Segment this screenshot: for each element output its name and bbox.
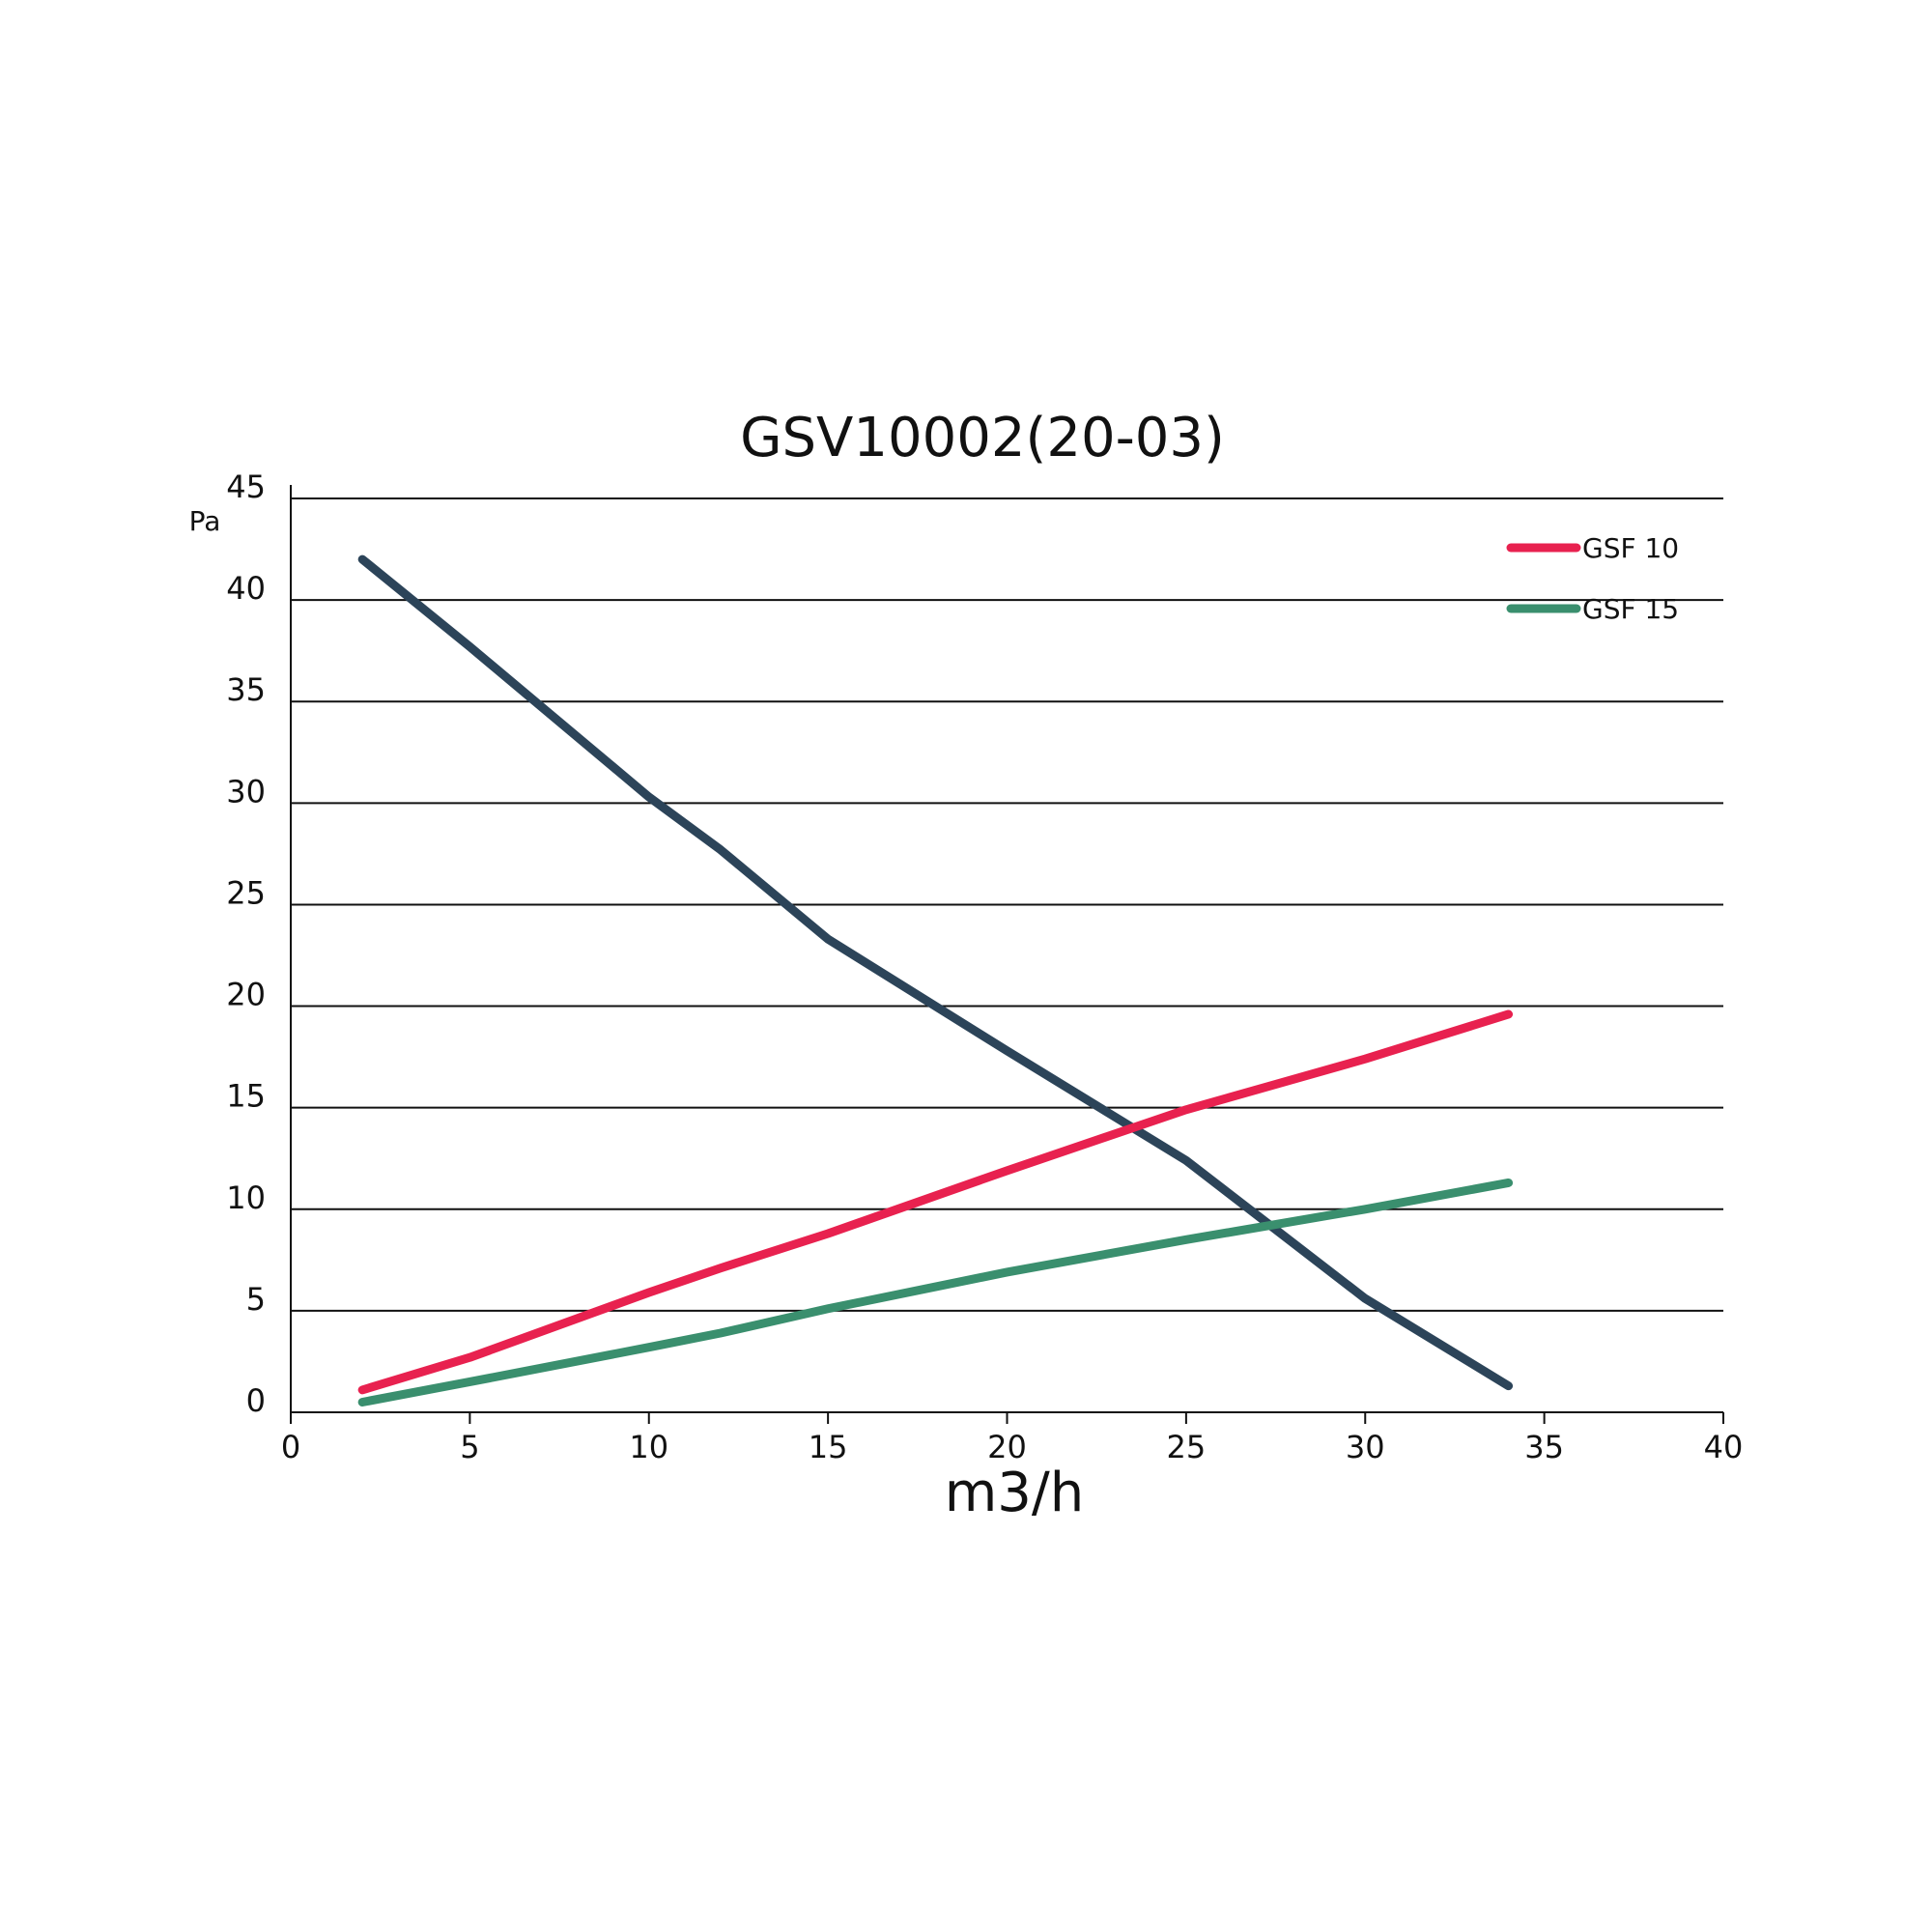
x-tick-label: 35 bbox=[1524, 1429, 1564, 1465]
y-tick-label: 0 bbox=[246, 1382, 266, 1419]
x-tick-label: 20 bbox=[987, 1429, 1027, 1465]
y-tick-label: 30 bbox=[226, 773, 266, 810]
y-tick-label: 40 bbox=[226, 570, 266, 607]
chart-title: GSV10002(20-03) bbox=[740, 407, 1225, 469]
x-tick-label: 10 bbox=[629, 1429, 668, 1465]
series-line bbox=[357, 1178, 1514, 1406]
x-tick-label: 30 bbox=[1346, 1429, 1385, 1465]
y-tick-label: 35 bbox=[226, 671, 266, 708]
y-tick-label: 5 bbox=[246, 1281, 266, 1318]
x-tick-label: 25 bbox=[1167, 1429, 1207, 1465]
x-axis-label: m3/h bbox=[945, 1462, 1085, 1524]
y-tick-label: 20 bbox=[226, 977, 266, 1013]
legend-label: GSF 15 bbox=[1582, 593, 1679, 625]
y-tick-label: 25 bbox=[226, 874, 266, 911]
legend-label: GSF 10 bbox=[1582, 532, 1679, 564]
y-tick-label: 45 bbox=[226, 469, 266, 505]
series-line bbox=[357, 554, 1514, 1391]
x-tick-label: 0 bbox=[281, 1429, 300, 1465]
series-line bbox=[357, 1009, 1514, 1395]
y-tick-label: 10 bbox=[226, 1179, 266, 1216]
x-tick-label: 40 bbox=[1704, 1429, 1744, 1465]
x-tick-label: 5 bbox=[460, 1429, 479, 1465]
x-tick-label: 15 bbox=[809, 1429, 848, 1465]
y-axis-label: Pa bbox=[189, 505, 221, 537]
y-tick-label: 15 bbox=[226, 1078, 266, 1115]
